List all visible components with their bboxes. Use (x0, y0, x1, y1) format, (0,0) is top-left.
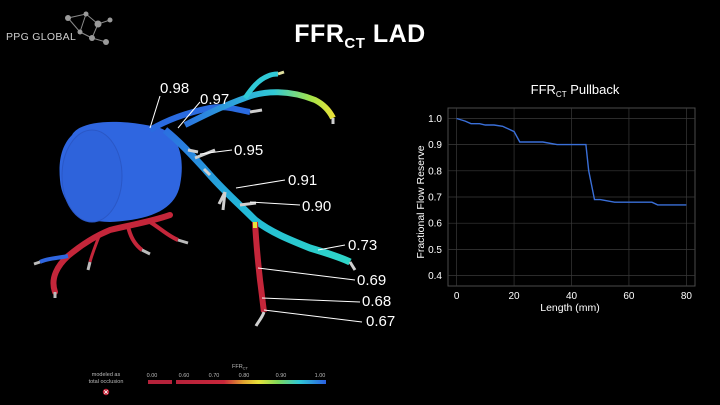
scale-tick-label: 0.70 (209, 373, 220, 379)
ffr-pullback-chart: FFRCT Pullback 0 20 40 60 80 0.4 0.5 0.6 0.7 0.8 0… (415, 82, 696, 314)
distal-stenosis-vessel (252, 221, 267, 313)
x-tick-label: 40 (566, 291, 578, 302)
scale-tick-label: 1.00 (315, 373, 326, 379)
scale-title-sub: CT (243, 366, 249, 371)
ffr-label-091: 0.91 (288, 172, 318, 189)
scale-occlusion-line2: total occlusion (89, 379, 124, 385)
ffr-label-098: 0.98 (160, 80, 190, 97)
x-tick-label: 0 (454, 291, 460, 302)
scale-tick-label: 0.80 (239, 373, 250, 379)
x-tick-label: 20 (508, 291, 520, 302)
chart-title-suffix: Pullback (567, 82, 620, 97)
lad-vessel (162, 127, 352, 266)
ffr-label-097: 0.97 (200, 91, 230, 108)
y-tick-label: 0.4 (428, 271, 442, 282)
x-tick-label: 60 (623, 291, 635, 302)
scale-title-main: FFR (232, 364, 243, 370)
logo-text: PPG GLOBAL (6, 31, 77, 43)
scale-gradient-bar (176, 380, 326, 384)
ppg-global-logo-icon (65, 11, 113, 45)
title-main: FFR (294, 20, 345, 48)
scale-occlusion-line1: modeled as (92, 372, 121, 378)
scale-tick-label: 0.90 (276, 373, 287, 379)
ffr-label-090: 0.90 (302, 198, 332, 215)
page-title: FFRCT LAD (0, 20, 720, 52)
y-tick-label: 0.6 (428, 219, 442, 230)
x-tick-label: 80 (681, 291, 693, 302)
chart-title-main: FFR (531, 82, 556, 97)
y-tick-label: 0.5 (428, 245, 442, 256)
title-suffix: LAD (365, 20, 426, 48)
ffr-label-068: 0.68 (362, 293, 392, 310)
x-axis-label: Length (mm) (540, 302, 600, 314)
y-axis-label: Fractional Flow Reserve (415, 145, 427, 258)
ffr-label-069: 0.69 (357, 272, 387, 289)
circumflex-vessel (148, 104, 251, 133)
rca-vessel (50, 212, 173, 295)
ffr-color-scale: modeled as total occlusion FFRCT 0.00 0.6… (89, 364, 326, 396)
ffr-pullback-line (456, 117, 687, 206)
chart-title: FFRCT Pullback (531, 82, 620, 99)
coronary-tree-illustration (33, 70, 363, 327)
aorta-rim (61, 129, 123, 223)
y-tick-label: 0.8 (428, 166, 442, 177)
diagonal-vessel (183, 89, 336, 128)
scale-title: FFRCT (232, 364, 249, 371)
y-tick-label: 1.0 (428, 114, 442, 125)
scale-red-segment (148, 380, 172, 384)
ffr-label-073: 0.73 (348, 237, 378, 254)
chart-title-sub: CT (556, 90, 567, 99)
y-tick-label: 0.7 (428, 193, 442, 204)
scale-tick-label: 0.60 (179, 373, 190, 379)
ffr-label-067: 0.67 (366, 313, 396, 330)
y-tick-label: 0.9 (428, 140, 442, 151)
title-sub: CT (344, 35, 366, 52)
scale-tick-label: 0.00 (147, 373, 158, 379)
ffr-label-095: 0.95 (234, 142, 264, 159)
